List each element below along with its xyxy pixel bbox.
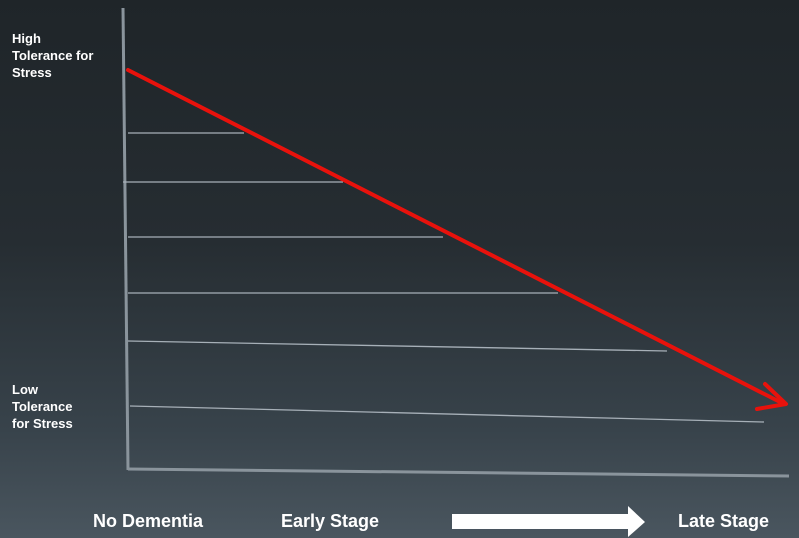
high-tolerance-line-2: Tolerance for bbox=[12, 48, 94, 63]
y-axis bbox=[121, 7, 130, 471]
guide-line bbox=[129, 405, 765, 423]
late-stage-label: Late Stage bbox=[678, 511, 770, 531]
high-tolerance-line-1: High bbox=[12, 31, 41, 46]
guide-line bbox=[127, 340, 668, 352]
trend-line bbox=[126, 68, 784, 405]
no-dementia-label: No Dementia bbox=[93, 511, 204, 531]
early-stage-label: Early Stage bbox=[281, 511, 380, 531]
high-tolerance-line-3: Stress bbox=[12, 65, 52, 80]
x-axis bbox=[127, 467, 790, 478]
high-tolerance-label: High Tolerance for Stress bbox=[12, 30, 93, 81]
low-tolerance-line-1: Low bbox=[12, 382, 38, 397]
right-arrow-icon bbox=[452, 506, 645, 537]
low-tolerance-line-2: Tolerance bbox=[12, 399, 73, 414]
low-tolerance-label: Low Tolerance for Stress bbox=[12, 381, 73, 432]
red-downward-trend-arrow-head bbox=[755, 382, 788, 411]
low-tolerance-line-3: for Stress bbox=[12, 416, 73, 431]
